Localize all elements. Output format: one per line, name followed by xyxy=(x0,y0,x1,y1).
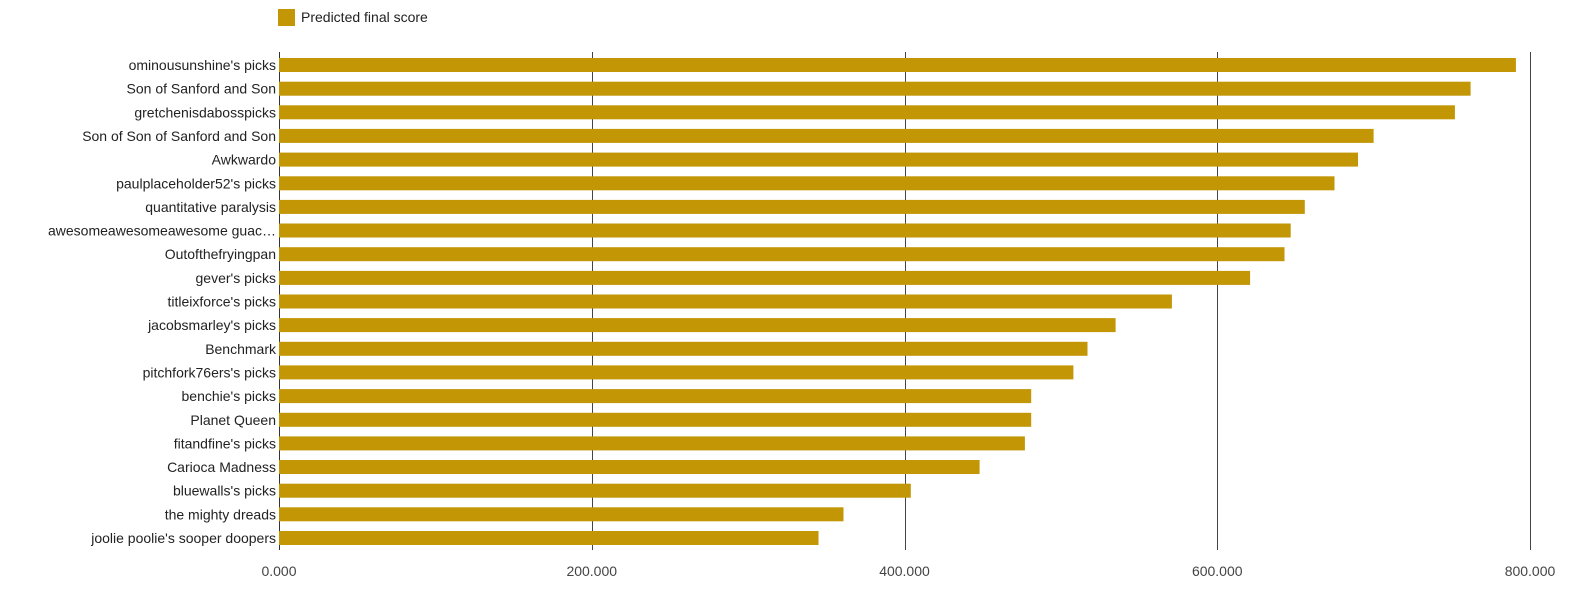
category-label: Outofthefryingpan xyxy=(165,246,276,262)
category-label: Awkwardo xyxy=(212,152,277,168)
bar[interactable] xyxy=(279,436,1025,451)
bar[interactable] xyxy=(279,365,1074,380)
category-label: the mighty dreads xyxy=(165,506,276,522)
legend-swatch xyxy=(278,8,295,26)
bar[interactable] xyxy=(279,483,911,498)
category-label: joolie poolie's sooper doopers xyxy=(90,530,276,546)
bar[interactable] xyxy=(279,58,1516,72)
bar[interactable] xyxy=(279,507,844,522)
bar[interactable] xyxy=(279,105,1455,120)
category-labels: ominousunshine's picks Son of Sanford and… xyxy=(48,57,277,546)
category-label: paulplaceholder52's picks xyxy=(116,175,276,191)
x-tick-label: 800.000 xyxy=(1505,563,1556,579)
bar[interactable] xyxy=(279,152,1358,167)
bar[interactable] xyxy=(279,199,1305,214)
category-label: gretchenisdabosspicks xyxy=(134,104,276,120)
bar[interactable] xyxy=(279,531,819,545)
bar[interactable] xyxy=(279,412,1032,427)
category-label: benchie's picks xyxy=(182,388,277,404)
bar[interactable] xyxy=(279,341,1088,356)
bars xyxy=(279,58,1516,545)
category-label: pitchfork76ers's picks xyxy=(143,364,276,380)
category-label: Son of Sanford and Son xyxy=(127,81,276,97)
bar[interactable] xyxy=(279,176,1335,191)
x-axis-ticks: 0.000 200.000 400.000 600.000 800.000 xyxy=(261,563,1555,579)
bar[interactable] xyxy=(279,223,1291,238)
x-tick-label: 0.000 xyxy=(261,563,296,579)
bar[interactable] xyxy=(279,81,1471,96)
legend-label: Predicted final score xyxy=(301,9,428,25)
bar[interactable] xyxy=(279,247,1285,262)
x-tick-label: 400.000 xyxy=(879,563,930,579)
category-label: awesomeawesomeawesome guac… xyxy=(48,223,276,239)
category-label: ominousunshine's picks xyxy=(129,57,276,73)
bar[interactable] xyxy=(279,389,1032,404)
bar[interactable] xyxy=(279,270,1251,285)
bar[interactable] xyxy=(279,128,1374,143)
category-label: bluewalls's picks xyxy=(173,483,276,499)
category-label: Benchmark xyxy=(205,341,277,357)
x-tick-label: 600.000 xyxy=(1192,563,1243,579)
category-label: gever's picks xyxy=(196,270,276,286)
chart-legend: Predicted final score xyxy=(278,8,428,26)
category-label: jacobsmarley's picks xyxy=(147,317,276,333)
bar[interactable] xyxy=(279,294,1172,309)
category-label: Carioca Madness xyxy=(167,459,276,475)
category-label: Son of Son of Sanford and Son xyxy=(82,128,276,144)
category-label: fitandfine's picks xyxy=(174,435,276,451)
bar[interactable] xyxy=(279,460,980,474)
category-label: quantitative paralysis xyxy=(145,199,276,215)
x-tick-label: 200.000 xyxy=(566,563,617,579)
category-label: Planet Queen xyxy=(190,412,276,428)
bar[interactable] xyxy=(279,318,1116,333)
category-label: titleixforce's picks xyxy=(168,294,276,310)
